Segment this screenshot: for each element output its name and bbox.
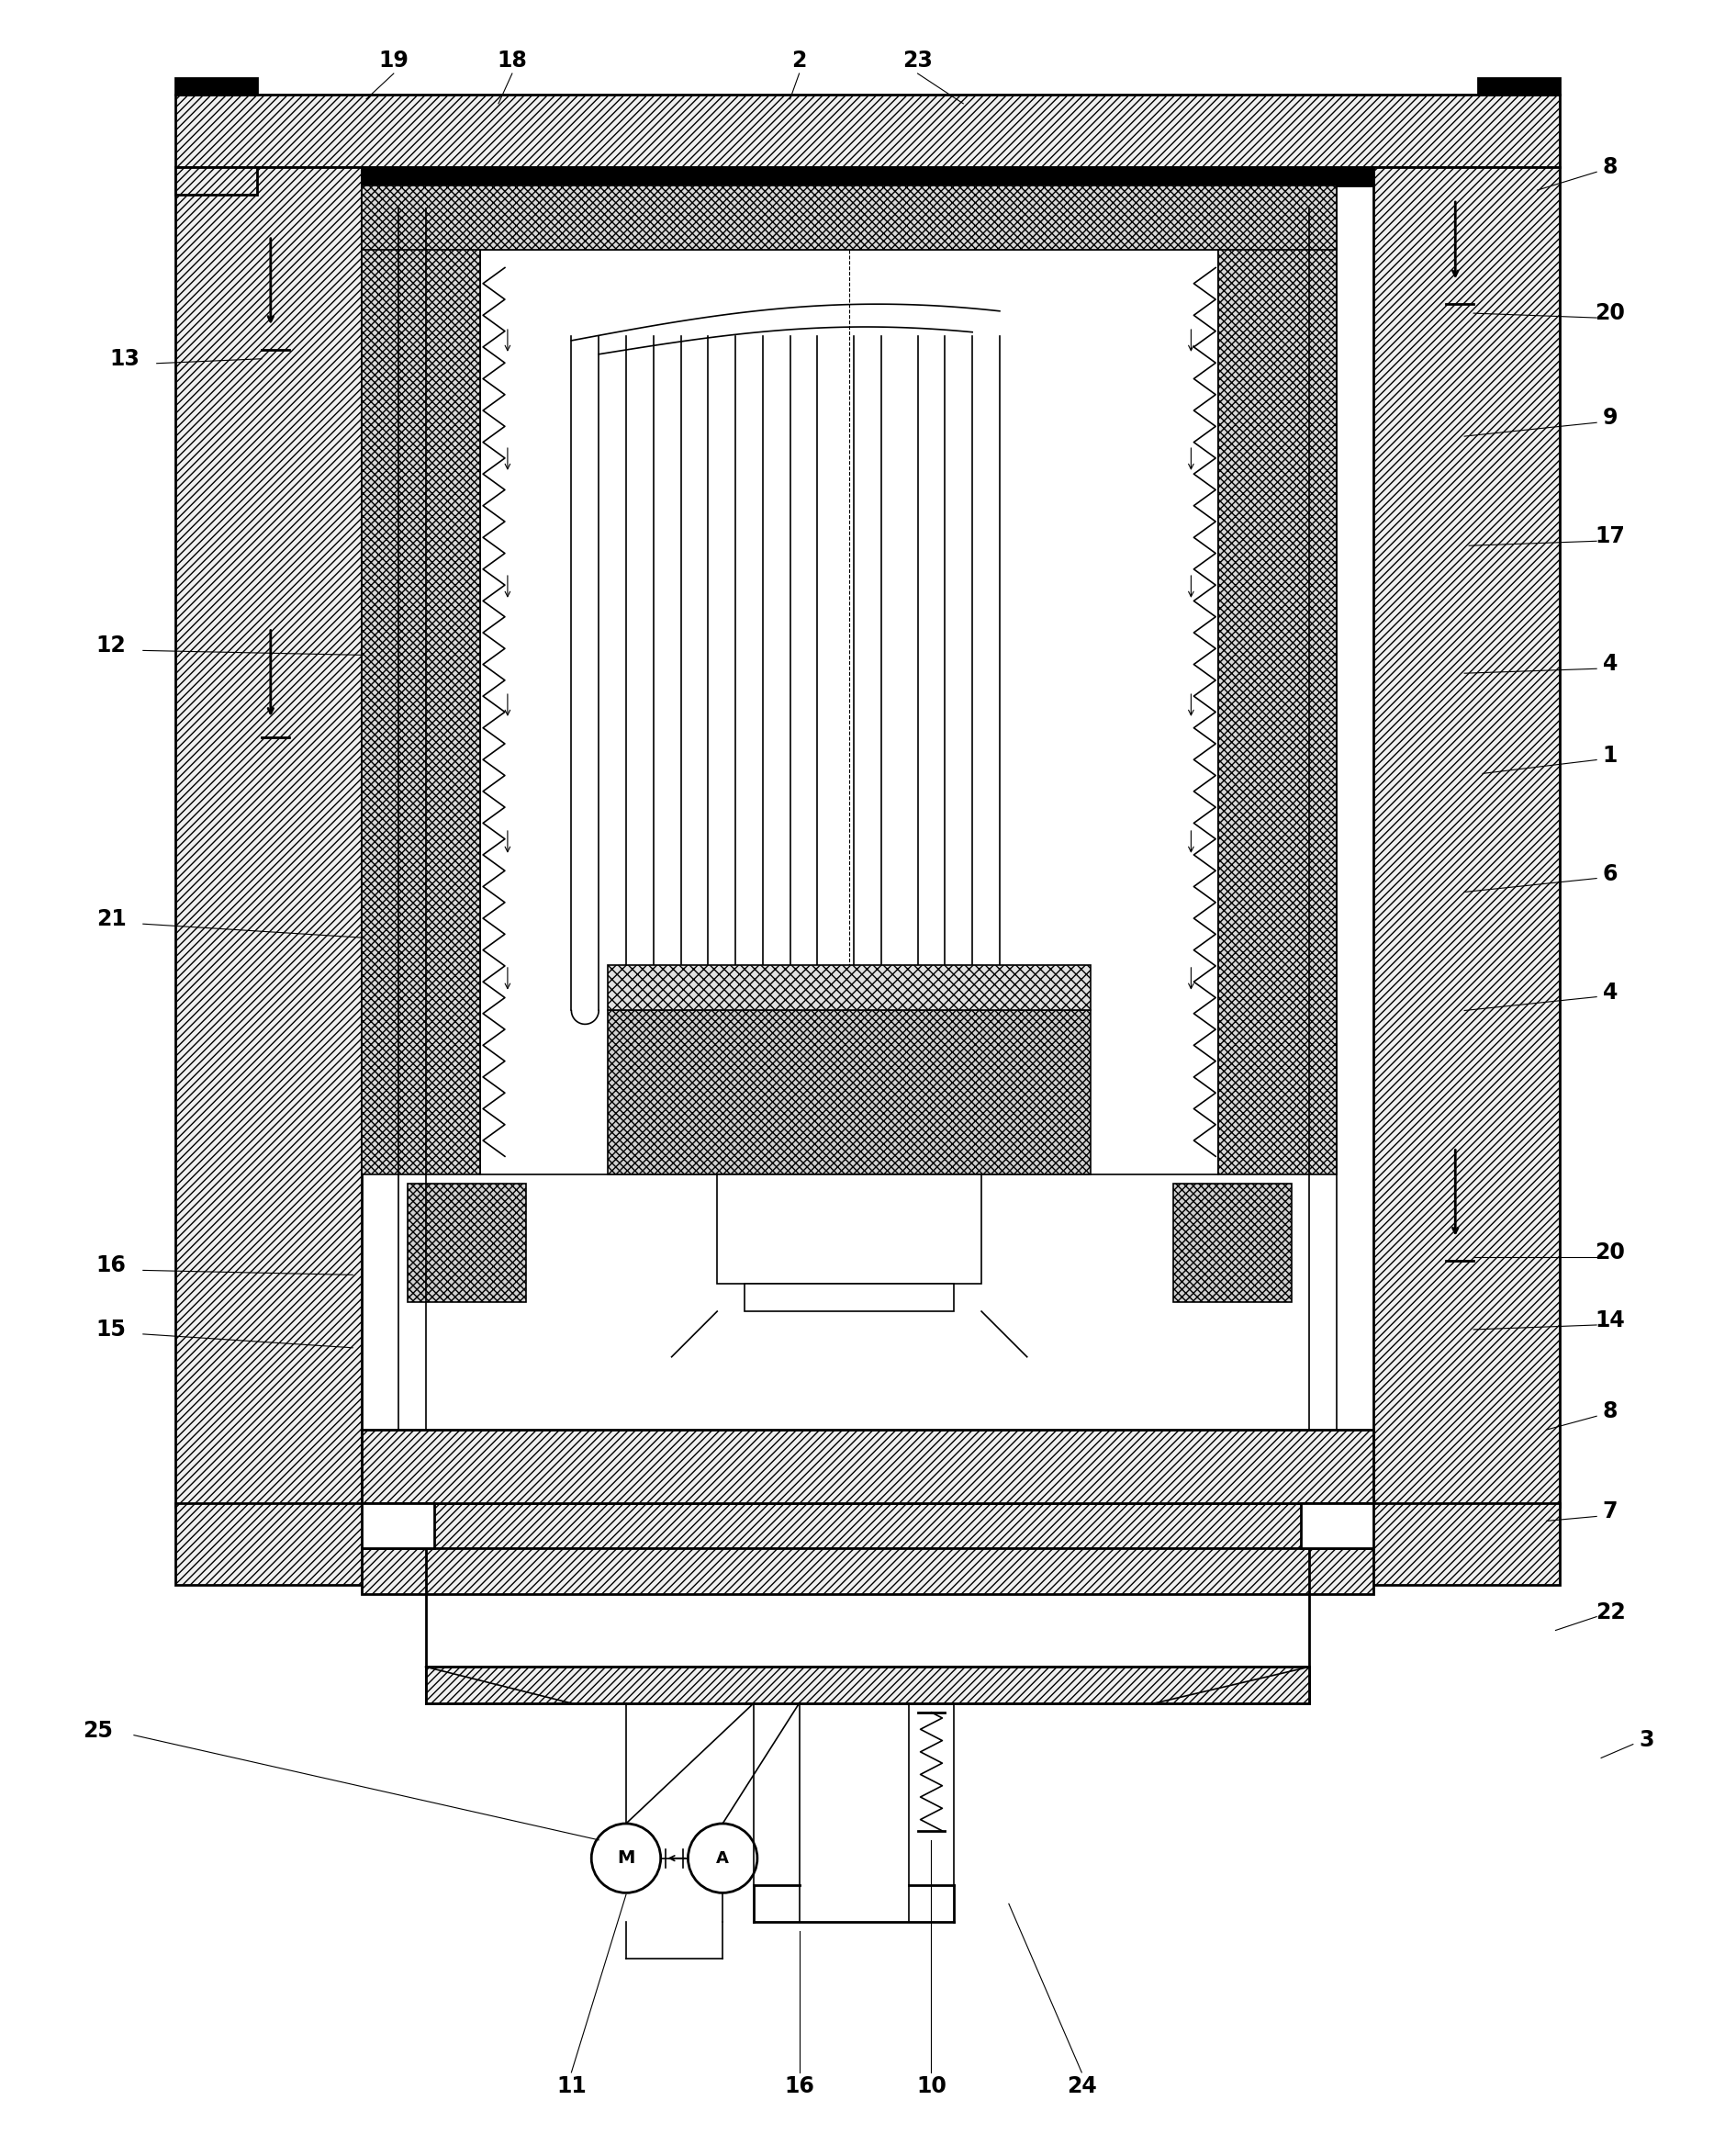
Text: 8: 8 xyxy=(1602,157,1618,178)
Text: 11: 11 xyxy=(556,2074,587,2098)
Text: 12: 12 xyxy=(95,635,127,656)
Bar xyxy=(425,1667,1309,1703)
Bar xyxy=(1477,77,1561,94)
Text: 6: 6 xyxy=(1602,862,1618,886)
Bar xyxy=(175,77,257,94)
Text: 13: 13 xyxy=(109,347,141,369)
Text: 21: 21 xyxy=(95,907,127,931)
Text: 16: 16 xyxy=(95,1255,127,1276)
Text: 24: 24 xyxy=(1066,2074,1097,2098)
Text: 4: 4 xyxy=(1602,652,1618,676)
Text: 18: 18 xyxy=(496,49,528,71)
Bar xyxy=(425,1667,1309,1703)
Text: 17: 17 xyxy=(1595,526,1625,547)
Text: 14: 14 xyxy=(1595,1308,1625,1332)
Bar xyxy=(608,965,1090,1010)
Text: M: M xyxy=(618,1849,635,1866)
Bar xyxy=(1373,167,1561,1508)
Text: 4: 4 xyxy=(1602,980,1618,1004)
Text: 15: 15 xyxy=(95,1319,127,1341)
Text: 8: 8 xyxy=(1602,1401,1618,1422)
Text: 16: 16 xyxy=(785,2074,814,2098)
Bar xyxy=(1174,1184,1292,1302)
Text: 20: 20 xyxy=(1595,302,1625,324)
Bar xyxy=(175,94,1561,167)
Bar xyxy=(408,1184,526,1302)
Text: 10: 10 xyxy=(917,2074,946,2098)
Bar xyxy=(1300,1504,1373,1549)
Text: 22: 22 xyxy=(1595,1600,1625,1624)
Text: 9: 9 xyxy=(1602,408,1618,429)
Bar xyxy=(608,1010,1090,1175)
Bar xyxy=(361,1431,1373,1504)
Text: 1: 1 xyxy=(1602,744,1618,766)
Bar xyxy=(361,187,1337,249)
Text: 23: 23 xyxy=(903,49,932,71)
Bar xyxy=(361,1549,1373,1594)
Bar xyxy=(481,249,1219,1175)
Bar xyxy=(745,1285,955,1311)
Text: A: A xyxy=(717,1849,729,1866)
Text: 19: 19 xyxy=(378,49,408,71)
Bar xyxy=(717,1175,981,1285)
Bar xyxy=(175,1504,1561,1585)
Text: 7: 7 xyxy=(1602,1501,1618,1523)
Bar xyxy=(1219,187,1337,1175)
Bar xyxy=(175,167,361,1508)
Bar xyxy=(361,187,481,1175)
Bar xyxy=(361,167,1373,187)
Text: 20: 20 xyxy=(1595,1242,1625,1263)
Text: 3: 3 xyxy=(1639,1729,1654,1750)
Bar xyxy=(175,167,257,195)
Text: 25: 25 xyxy=(82,1720,113,1742)
Bar xyxy=(361,1504,434,1549)
Text: 2: 2 xyxy=(792,49,807,71)
